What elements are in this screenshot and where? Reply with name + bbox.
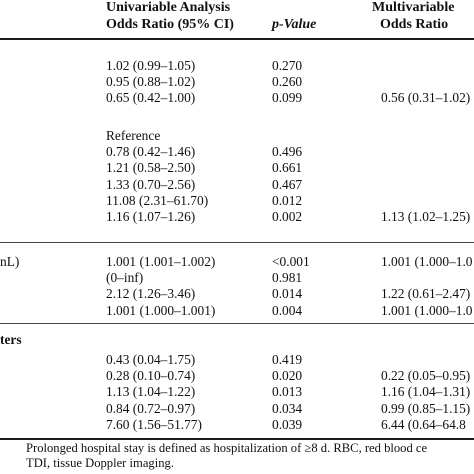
group-label: ters — [0, 332, 22, 347]
univariable-or-cell: 0.84 (0.72–0.97) — [106, 400, 196, 416]
univariable-or-cell: 1.16 (1.07–1.26) — [106, 209, 196, 224]
univariable-or-cell: 0.65 (0.42–1.00) — [106, 90, 196, 106]
pvalue-cell: 0.099 — [272, 90, 303, 106]
header-rule — [0, 38, 474, 40]
multivariable-or-cell: 1.001 (1.000–1.0 — [381, 254, 473, 269]
multivariable-or-cell: 0.22 (0.05–0.95) — [381, 368, 471, 384]
multivariable-header-line2: Odds Ratio — [380, 17, 449, 32]
univariable-or-cell: 0.78 (0.42–1.46) — [106, 144, 196, 160]
footnote-line1: Prolonged hospital stay is defined as ho… — [26, 441, 428, 455]
pvalue-cell: 0.014 — [272, 286, 303, 302]
pvalue-cell: 0.467 — [272, 176, 303, 192]
pvalue-cell: 0.661 — [272, 160, 303, 176]
pvalue-cell: 0.034 — [272, 400, 303, 416]
multivariable-or-cell: 1.16 (1.04–1.31) — [381, 384, 471, 400]
pvalue-cell: 0.260 — [272, 74, 303, 90]
univariable-or-cell: 1.001 (1.000–1.001) — [106, 302, 216, 318]
univariable-or-cell: 11.08 (2.31–61.70) — [106, 192, 209, 208]
pvalue-header: p-Value — [272, 17, 317, 32]
pvalue-cell: 0.020 — [272, 368, 303, 384]
pvalue-cell: 0.039 — [272, 416, 303, 432]
multivariable-or-cell: 1.13 (1.02–1.25) — [381, 209, 471, 224]
pvalue-cell: 0.004 — [272, 302, 303, 318]
pvalue-cell: 0.496 — [272, 144, 303, 160]
univariable-or-cell: 0.28 (0.10–0.74) — [106, 368, 196, 384]
multivariable-or-cell: 6.44 (0.64–64.8 — [381, 416, 466, 432]
footnote-line2: TDI, tissue Doppler imaging. — [26, 456, 174, 470]
univariable-header-line1: Univariable Analysis — [106, 0, 231, 15]
group-separator — [0, 323, 474, 324]
multivariable-or-cell: 1.001 (1.000–1.0 — [381, 302, 473, 318]
multivariable-or-cell: 0.99 (0.85–1.15) — [381, 400, 471, 416]
multivariable-or-cell: 0.56 (0.31–1.02) — [381, 90, 471, 106]
univariable-or-cell: 1.13 (1.04–1.22) — [106, 384, 196, 400]
pvalue-cell: 0.981 — [272, 270, 303, 286]
univariable-or-cell: 7.60 (1.56–51.77) — [106, 416, 202, 432]
univariable-or-cell: 0.43 (0.04–1.75) — [106, 352, 196, 367]
pvalue-cell: 0.013 — [272, 384, 303, 400]
univariable-or-cell: 1.001 (1.001–1.002) — [106, 254, 216, 269]
pvalue-cell: 0.002 — [272, 209, 303, 224]
univariable-or-cell: 1.02 (0.99–1.05) — [106, 58, 196, 73]
univariable-or-cell: 1.21 (0.58–2.50) — [106, 160, 196, 176]
pvalue-header-rest: -Value — [279, 17, 317, 32]
row-label: nL) — [0, 254, 20, 269]
multivariable-header-line1: Multivariable — [372, 0, 455, 15]
pvalue-cell: 0.419 — [272, 352, 303, 367]
univariable-or-cell: Reference — [106, 128, 161, 143]
univariable-header-line2: Odds Ratio (95% CI) — [106, 17, 234, 32]
group-separator — [0, 242, 474, 243]
pvalue-cell: 0.012 — [272, 192, 303, 208]
pvalue-cell: <0.001 — [272, 254, 310, 269]
univariable-or-cell: 1.33 (0.70–2.56) — [106, 176, 196, 192]
univariable-or-cell: 0.95 (0.88–1.02) — [106, 74, 196, 90]
bottom-rule — [0, 438, 474, 440]
univariable-or-cell: 2.12 (1.26–3.46) — [106, 286, 196, 302]
univariable-or-cell: (0–inf) — [106, 270, 144, 286]
pvalue-cell: 0.270 — [272, 58, 303, 73]
multivariable-or-cell: 1.22 (0.61–2.47) — [381, 286, 471, 302]
